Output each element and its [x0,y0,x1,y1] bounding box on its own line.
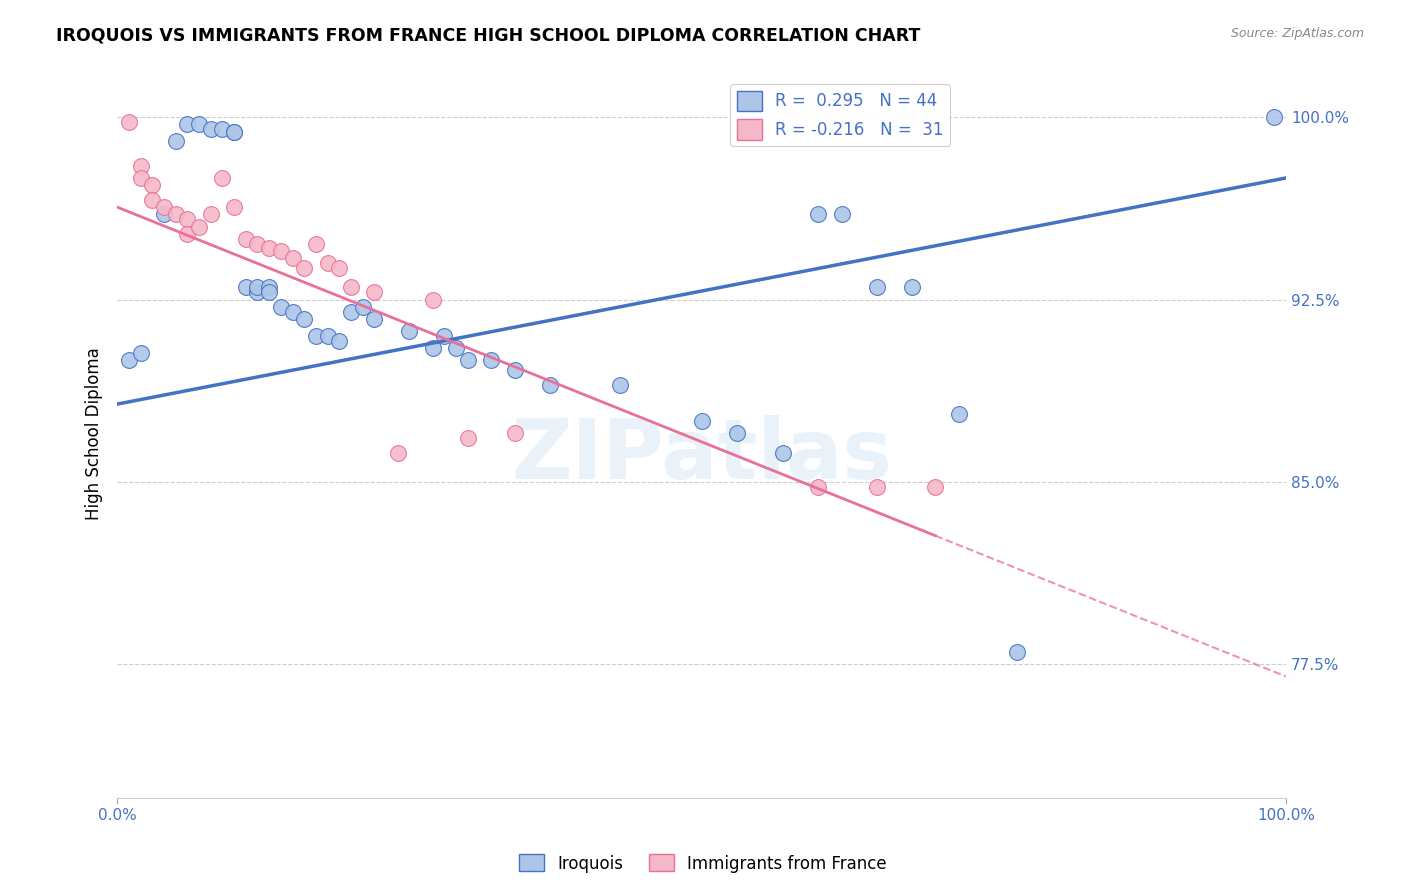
Point [352,300,374,314]
Point [176,227,198,241]
Point [538,377,561,392]
Point [503,426,526,441]
Point [305,329,328,343]
Point [188,118,211,132]
Point [948,407,970,421]
Point [444,341,467,355]
Point [807,480,830,494]
Point [398,324,420,338]
Point [609,377,631,392]
Point [690,414,713,428]
Point [129,170,152,185]
Point [222,125,245,139]
Text: Source: ZipAtlas.com: Source: ZipAtlas.com [1230,27,1364,40]
Point [176,212,198,227]
Point [188,219,211,234]
Point [165,135,187,149]
Point [457,353,479,368]
Point [281,304,304,318]
Point [422,293,444,307]
Point [200,207,222,221]
Point [831,207,853,221]
Point [503,363,526,377]
Point [340,280,363,294]
Point [270,244,292,258]
Text: IROQUOIS VS IMMIGRANTS FROM FRANCE HIGH SCHOOL DIPLOMA CORRELATION CHART: IROQUOIS VS IMMIGRANTS FROM FRANCE HIGH … [56,27,921,45]
Point [222,125,245,139]
Point [316,256,339,270]
Point [725,426,748,441]
Point [807,207,830,221]
Point [129,346,152,360]
Point [292,312,315,326]
Point [387,446,409,460]
Point [222,200,245,214]
Point [270,300,292,314]
Point [141,193,163,207]
Point [118,115,141,129]
Point [924,480,946,494]
Point [246,280,269,294]
Point [340,304,363,318]
Point [772,446,794,460]
Legend: Iroquois, Immigrants from France: Iroquois, Immigrants from France [513,847,893,880]
Point [235,280,257,294]
Point [866,480,889,494]
Point [129,159,152,173]
Legend: R =  0.295   N = 44, R = -0.216   N =  31: R = 0.295 N = 44, R = -0.216 N = 31 [730,84,950,146]
Point [328,334,350,348]
Point [316,329,339,343]
Point [457,431,479,445]
Point [141,178,163,193]
Point [901,280,924,294]
Point [292,260,315,275]
Point [153,207,176,221]
Point [211,170,233,185]
Point [1263,110,1285,124]
Point [328,260,350,275]
Point [433,329,456,343]
Point [866,280,889,294]
Point [281,251,304,265]
Point [257,242,280,256]
Point [165,207,187,221]
Point [257,280,280,294]
Text: ZIPatlas: ZIPatlas [510,415,891,496]
Point [1005,645,1028,659]
Point [305,236,328,251]
Point [479,353,502,368]
Point [200,122,222,136]
Point [118,353,141,368]
Point [363,285,385,300]
Point [363,312,385,326]
Point [211,122,233,136]
Point [246,236,269,251]
Point [153,200,176,214]
Point [246,285,269,300]
Point [235,232,257,246]
Point [176,118,198,132]
Point [422,341,444,355]
Y-axis label: High School Diploma: High School Diploma [86,347,103,520]
Point [257,285,280,300]
